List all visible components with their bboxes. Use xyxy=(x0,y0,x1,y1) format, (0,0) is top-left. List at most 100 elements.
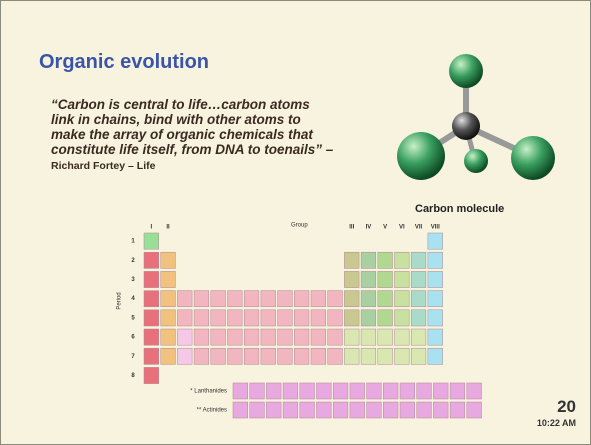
element-cell xyxy=(266,402,281,418)
element-cell xyxy=(411,329,426,345)
element-cell xyxy=(161,329,176,345)
element-cell xyxy=(383,383,398,399)
element-cell xyxy=(300,402,315,418)
quote-text: “Carbon is central to life…carbon atoms … xyxy=(51,97,333,157)
element-cell xyxy=(450,402,465,418)
element-cell xyxy=(361,329,376,345)
element-cell xyxy=(378,291,393,307)
element-cell xyxy=(344,291,359,307)
element-cell xyxy=(428,252,443,268)
element-cell xyxy=(333,402,348,418)
period-number: 4 xyxy=(131,296,135,302)
group-number: VIII xyxy=(431,225,440,231)
group-number: VI xyxy=(399,225,405,231)
element-cell xyxy=(395,271,410,287)
element-cell xyxy=(311,291,326,307)
element-cell xyxy=(311,348,326,364)
element-cell xyxy=(228,348,243,364)
element-cell xyxy=(161,291,176,307)
element-cell xyxy=(278,329,293,345)
element-cell xyxy=(428,233,443,249)
element-cell xyxy=(378,348,393,364)
period-number: 6 xyxy=(131,335,135,341)
time: 10:22 AM xyxy=(537,418,576,428)
element-cell xyxy=(344,329,359,345)
element-cell xyxy=(344,348,359,364)
group-number: V xyxy=(383,225,387,231)
actinides-label: ** Actinides xyxy=(197,408,227,414)
element-cell xyxy=(294,291,309,307)
element-cell xyxy=(144,329,159,345)
lanthanides-label: * Lanthanides xyxy=(190,389,227,395)
element-cell xyxy=(161,348,176,364)
element-cell xyxy=(417,402,432,418)
element-cell xyxy=(395,252,410,268)
period-label: Period xyxy=(117,292,123,309)
element-cell xyxy=(211,348,226,364)
element-cell xyxy=(378,252,393,268)
group-label: Group xyxy=(291,223,308,229)
element-cell xyxy=(361,271,376,287)
element-cell xyxy=(317,383,332,399)
element-cell xyxy=(378,310,393,326)
element-cell xyxy=(433,402,448,418)
element-cell xyxy=(261,329,276,345)
element-cell xyxy=(378,271,393,287)
element-cell xyxy=(161,271,176,287)
element-cell xyxy=(328,291,343,307)
element-cell xyxy=(278,310,293,326)
element-cell xyxy=(177,291,192,307)
element-cell xyxy=(361,252,376,268)
element-cell xyxy=(344,271,359,287)
element-cell xyxy=(211,310,226,326)
slide: GroupIIIIIIIVVVIVIIVIII12345678Period* L… xyxy=(0,0,591,445)
element-cell xyxy=(428,271,443,287)
element-cell xyxy=(428,310,443,326)
element-cell xyxy=(211,291,226,307)
element-cell xyxy=(428,291,443,307)
element-cell xyxy=(294,310,309,326)
element-cell xyxy=(144,367,159,383)
element-cell xyxy=(367,383,382,399)
element-cell xyxy=(328,329,343,345)
element-cell xyxy=(428,329,443,345)
element-cell xyxy=(333,383,348,399)
element-cell xyxy=(361,348,376,364)
element-cell xyxy=(411,348,426,364)
element-cell xyxy=(367,402,382,418)
element-cell xyxy=(433,383,448,399)
slide-title: Organic evolution xyxy=(39,51,209,74)
element-cell xyxy=(344,310,359,326)
group-number: IV xyxy=(366,225,372,231)
element-cell xyxy=(294,329,309,345)
element-cell xyxy=(428,348,443,364)
element-cell xyxy=(228,329,243,345)
element-cell xyxy=(395,348,410,364)
element-cell xyxy=(261,291,276,307)
element-cell xyxy=(417,383,432,399)
element-cell xyxy=(294,348,309,364)
period-number: 8 xyxy=(131,373,135,379)
group-number: VII xyxy=(415,225,423,231)
carbon-molecule xyxy=(397,54,555,180)
element-cell xyxy=(194,310,209,326)
element-cell xyxy=(283,383,298,399)
group-number: I xyxy=(151,225,153,231)
group-number: III xyxy=(349,225,354,231)
element-cell xyxy=(328,310,343,326)
element-cell xyxy=(194,291,209,307)
element-cell xyxy=(361,291,376,307)
element-cell xyxy=(328,348,343,364)
element-cell xyxy=(144,348,159,364)
element-cell xyxy=(278,348,293,364)
element-cell xyxy=(228,310,243,326)
element-cell xyxy=(250,402,265,418)
element-cell xyxy=(350,402,365,418)
period-number: 3 xyxy=(131,277,135,283)
element-cell xyxy=(250,383,265,399)
element-cell xyxy=(311,329,326,345)
element-cell xyxy=(194,329,209,345)
element-cell xyxy=(411,291,426,307)
element-cell xyxy=(378,329,393,345)
period-number: 7 xyxy=(131,354,135,360)
